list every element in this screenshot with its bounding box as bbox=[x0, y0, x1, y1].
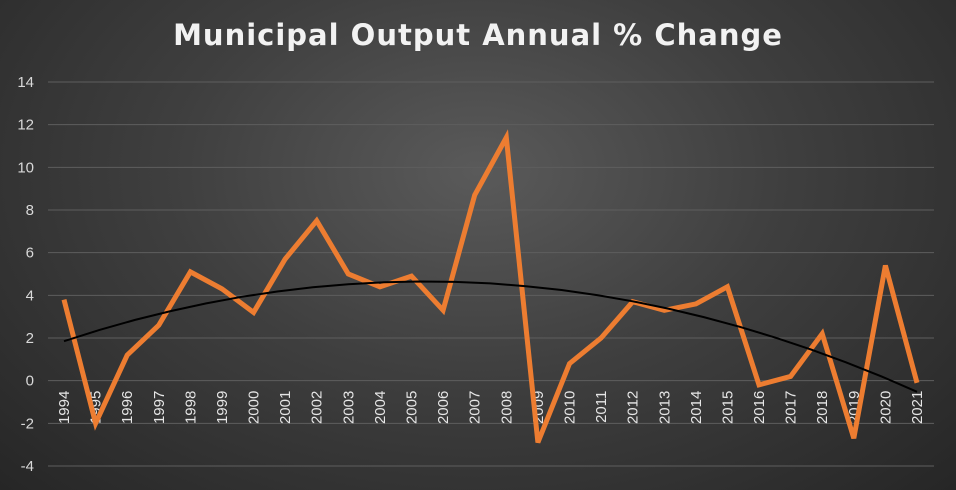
y-tick-label: -4 bbox=[21, 458, 34, 475]
y-tick-label: 2 bbox=[26, 330, 34, 347]
x-tick-label: 2018 bbox=[814, 391, 831, 424]
x-tick-label: 2003 bbox=[340, 391, 357, 424]
x-tick-label: 2000 bbox=[246, 391, 263, 424]
x-tick-label: 2007 bbox=[467, 391, 484, 424]
x-tick-label: 2005 bbox=[404, 391, 421, 424]
y-tick-label: 4 bbox=[26, 287, 34, 304]
x-tick-label: 2004 bbox=[372, 391, 389, 424]
x-tick-label: 2006 bbox=[435, 391, 452, 424]
x-tick-label: 2011 bbox=[593, 391, 610, 423]
y-tick-label: 8 bbox=[26, 202, 34, 219]
x-tick-label: 2017 bbox=[783, 391, 800, 424]
x-tick-label: 1999 bbox=[214, 391, 231, 424]
x-tick-label: 2012 bbox=[625, 391, 642, 424]
x-tick-label: 2002 bbox=[309, 391, 326, 424]
y-axis: -4 -2 0 2 4 6 8 10 12 14 bbox=[17, 74, 34, 475]
x-axis: 1994 1995 1996 1997 1998 1999 2000 2001 2002 2003… bbox=[56, 391, 926, 424]
x-tick-label: 2014 bbox=[688, 391, 705, 424]
x-tick-label: 2021 bbox=[909, 391, 926, 424]
x-tick-label: 2008 bbox=[498, 391, 515, 424]
x-tick-label: 1998 bbox=[182, 391, 199, 424]
x-tick-label: 2015 bbox=[719, 391, 736, 424]
y-tick-label: 14 bbox=[17, 74, 34, 91]
y-tick-label: 6 bbox=[26, 245, 34, 262]
y-tick-label: 12 bbox=[17, 117, 34, 134]
x-tick-label: 2013 bbox=[656, 391, 673, 424]
series-line bbox=[61, 129, 920, 444]
x-tick-label: 1994 bbox=[56, 391, 73, 424]
gridlines bbox=[48, 81, 934, 467]
y-tick-label: -2 bbox=[21, 415, 34, 432]
trend-line bbox=[63, 280, 918, 393]
x-tick-label: 2016 bbox=[751, 391, 768, 424]
x-tick-label: 2010 bbox=[561, 391, 578, 424]
y-tick-label: 0 bbox=[26, 373, 34, 390]
chart-title: Municipal Output Annual % Change bbox=[173, 18, 783, 52]
x-tick-label: 1997 bbox=[151, 391, 168, 424]
x-tick-label: 1996 bbox=[119, 391, 136, 424]
x-tick-label: 2020 bbox=[877, 391, 894, 424]
x-tick-label: 2001 bbox=[277, 391, 294, 424]
y-tick-label: 10 bbox=[17, 159, 34, 176]
